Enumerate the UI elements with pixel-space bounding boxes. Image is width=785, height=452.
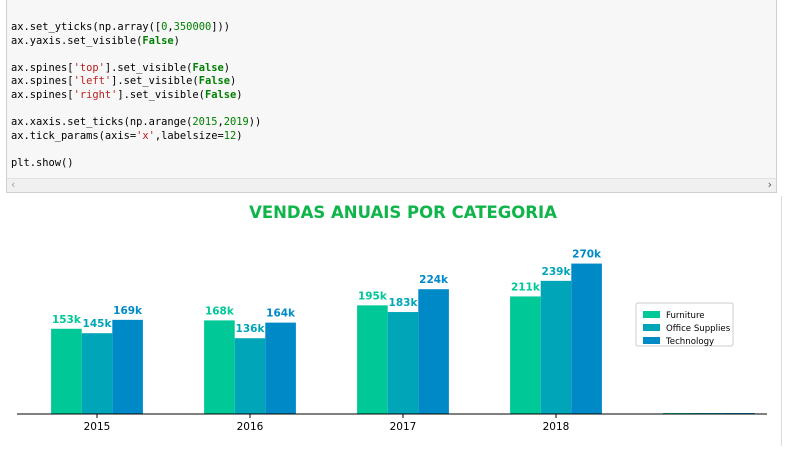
- output-divider: [781, 196, 782, 446]
- code-token: ax.xaxis.set_ticks(np.arange(: [11, 116, 193, 129]
- legend-label: Technology: [665, 337, 714, 347]
- code-token: ax.yaxis.set_visible(: [11, 34, 143, 47]
- data-label: 168k: [205, 305, 235, 317]
- bar-technology-2017: [418, 289, 449, 414]
- bar-office-supplies-2018: [540, 280, 572, 414]
- legend-frame: [635, 302, 734, 347]
- code-line: [11, 103, 261, 117]
- code-token: 2015: [192, 116, 218, 129]
- code-line: ax.spines['right'].set_visible(False): [11, 89, 261, 103]
- horizontal-scrollbar[interactable]: ‹ ›: [7, 178, 776, 192]
- bar-office-supplies-2016: [234, 338, 266, 414]
- code-line: ax.set_yticks(np.array([0,350000])): [11, 21, 261, 35]
- code-line: [11, 143, 261, 157]
- code-line: ax.xaxis.set_ticks(np.arange(2015,2019)): [11, 116, 261, 130]
- code-token: ax.set_yticks(np.array([: [11, 21, 162, 33]
- bar-office-supplies-2015: [81, 333, 113, 414]
- bar-technology-2018: [571, 263, 602, 414]
- x-tick-label: 2016: [237, 421, 264, 433]
- code-line: plt.show(): [11, 157, 261, 171]
- bar-office-supplies-2017: [387, 312, 419, 414]
- data-label: 224k: [419, 274, 449, 286]
- legend-label: Furniture: [666, 311, 705, 321]
- data-label: 169k: [113, 305, 143, 317]
- code-token: 'top': [73, 61, 105, 74]
- data-label: 145k: [83, 318, 113, 330]
- data-label: 211k: [511, 281, 541, 293]
- data-label: 239k: [542, 266, 572, 278]
- bar-furniture-2018: [510, 296, 541, 414]
- code-token: ].set_visible(: [117, 88, 205, 101]
- code-token: 'left': [73, 75, 112, 88]
- legend-swatch: [643, 324, 660, 331]
- code-token: ax.spines[: [11, 88, 74, 101]
- code-token: ): [236, 88, 243, 101]
- code-token: plt.show(): [11, 156, 74, 169]
- code-editor[interactable]: ax.set_yticks(np.array([0,350000])) ax.ya…: [11, 21, 261, 171]
- code-token: 2019: [223, 116, 249, 129]
- bar-furniture-2016: [204, 320, 235, 414]
- data-label: 164k: [266, 308, 296, 320]
- scroll-right-icon[interactable]: ›: [767, 178, 772, 191]
- legend: Furniture Office Supplies Technology: [635, 302, 734, 347]
- legend-swatch: [643, 311, 660, 318]
- code-token: 0: [161, 21, 168, 33]
- code-token: False: [198, 75, 230, 88]
- code-token: False: [142, 34, 174, 47]
- chart-title: VENDAS ANUAIS POR CATEGORIA: [249, 203, 557, 222]
- code-token: 'x': [136, 129, 155, 142]
- x-tick-label: 2015: [84, 421, 111, 433]
- data-label: 136k: [236, 323, 266, 335]
- legend-label: Office Supplies: [666, 324, 731, 334]
- code-token: ])): [211, 21, 230, 33]
- code-token: 350000: [173, 21, 212, 33]
- code-line: ax.spines['left'].set_visible(False): [11, 75, 261, 89]
- code-token: ax.spines[: [11, 75, 74, 88]
- x-tick-label: 2018: [543, 421, 570, 433]
- code-token: False: [204, 88, 237, 101]
- code-token: ,: [217, 116, 224, 129]
- code-line: [11, 48, 261, 62]
- code-token: ].set_visible(: [111, 75, 199, 88]
- data-label: 195k: [358, 290, 388, 302]
- data-label: 153k: [52, 314, 82, 326]
- scroll-left-icon[interactable]: ‹: [11, 178, 16, 191]
- code-token: )): [248, 116, 262, 129]
- code-token: ): [223, 61, 230, 74]
- data-label: 183k: [389, 297, 419, 309]
- code-token: ): [229, 75, 237, 88]
- code-token: ,labelsize=: [154, 129, 224, 142]
- bar-furniture-2017: [357, 305, 388, 414]
- x-tick-label: 2017: [390, 421, 417, 433]
- code-line: ax.tick_params(axis='x',labelsize=12): [11, 130, 261, 144]
- code-token: 'right': [73, 88, 118, 101]
- legend-swatch: [643, 337, 660, 344]
- code-token: ax.tick_params(axis=: [11, 129, 137, 142]
- bar-technology-2015: [112, 319, 143, 414]
- bar-technology-2016: [265, 322, 296, 414]
- code-line: ax.yaxis.set_visible(False): [11, 35, 261, 49]
- code-token: ,: [167, 21, 174, 33]
- code-token: ): [173, 34, 180, 47]
- data-label: 270k: [572, 249, 602, 261]
- code-line: ax.spines['top'].set_visible(False): [11, 62, 261, 76]
- code-token: 12: [223, 129, 237, 142]
- code-token: ax.spines[: [11, 61, 74, 74]
- code-cell[interactable]: ax.set_yticks(np.array([0,350000])) ax.ya…: [6, 0, 777, 193]
- code-token: False: [192, 61, 224, 74]
- bar-furniture-2015: [51, 328, 82, 414]
- code-token: ): [236, 129, 243, 142]
- code-token: ].set_visible(: [104, 61, 193, 74]
- bar-chart: VENDAS ANUAIS POR CATEGORIA 153k 145k169k…: [17, 203, 767, 433]
